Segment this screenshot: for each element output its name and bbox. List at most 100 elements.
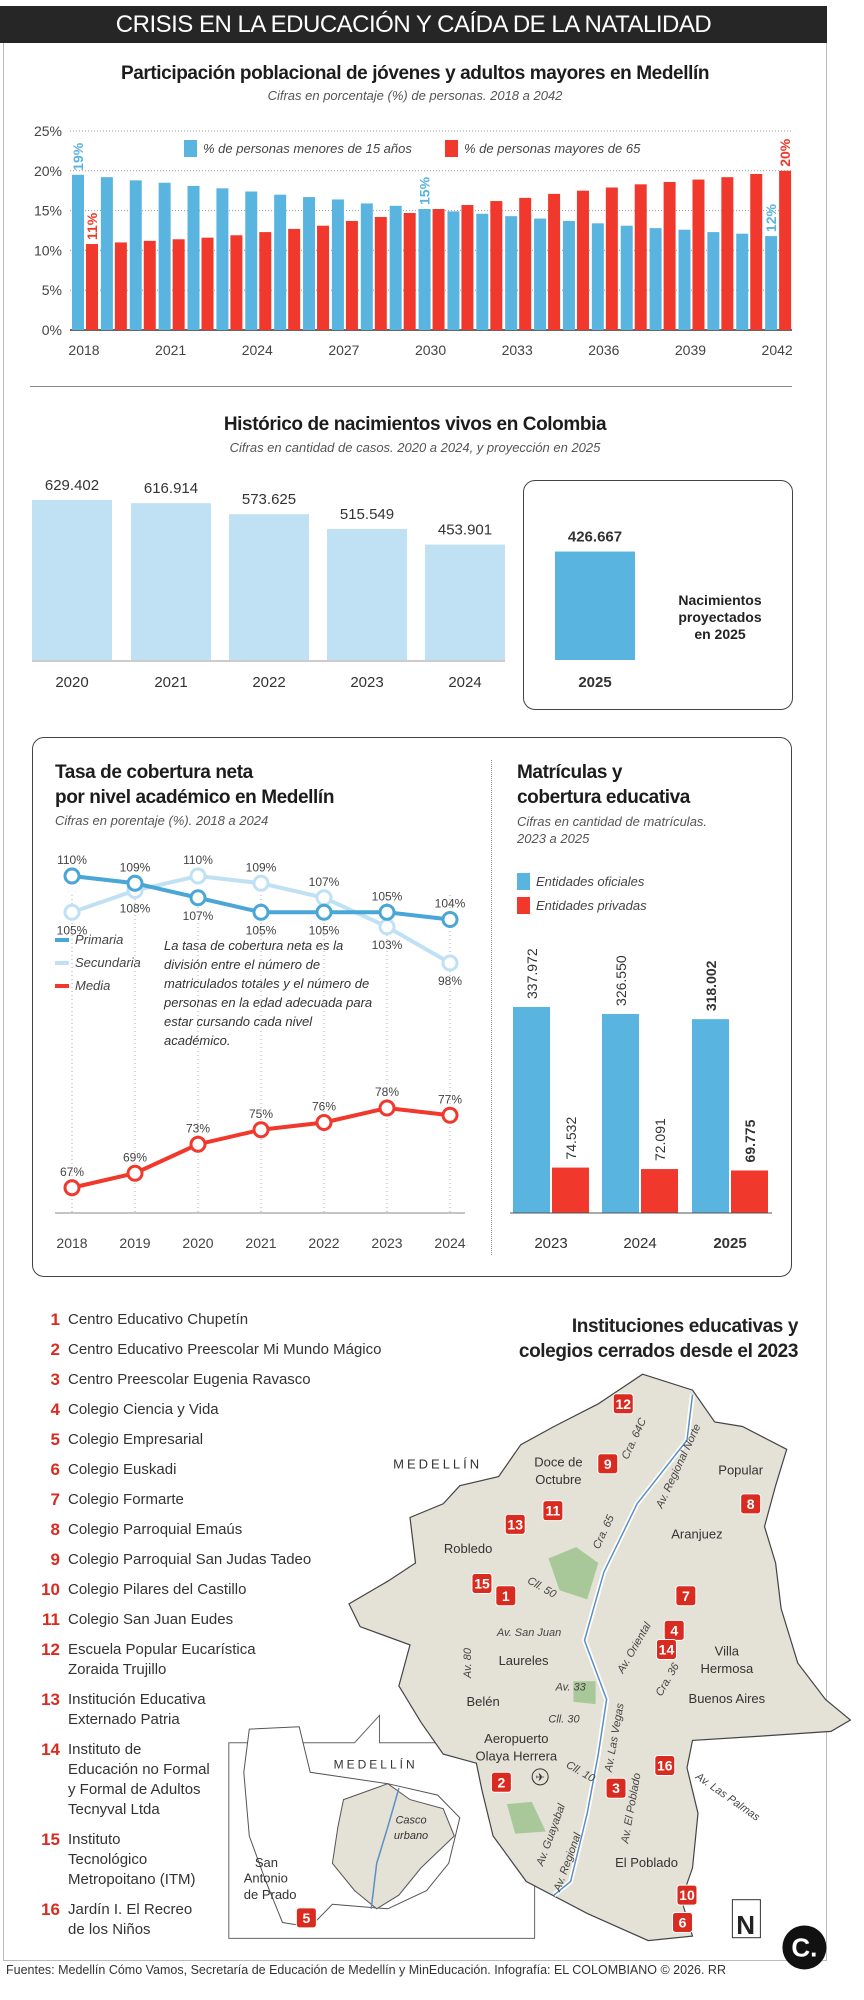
y-tick-label: 25% (34, 123, 62, 139)
list-item: 7 Colegio Formarte (36, 1490, 436, 1510)
x-tick-label: 2023 (534, 1235, 567, 1252)
legend-label: % de personas mayores de 65 (464, 141, 641, 156)
school-marker (471, 1572, 493, 1594)
point-marker (315, 903, 333, 921)
logo-icon (782, 1925, 827, 1970)
data-label: 15% (417, 176, 433, 205)
map-title: Instituciones educativas y colegios cerra… (519, 1314, 798, 1364)
item-name: Colegio San Juan Eudes (68, 1611, 234, 1628)
bar-over65 (692, 179, 705, 330)
x-tick-label: 2018 (56, 1235, 87, 1251)
school-marker (504, 1513, 526, 1535)
item-name: Instituto Tecnológico Metropoitano (ITM) (68, 1831, 196, 1888)
data-label: 67% (60, 1165, 84, 1179)
y-tick-label: 5% (42, 282, 62, 298)
school-marker-number: 8 (747, 1496, 755, 1512)
park (506, 1801, 546, 1834)
school-marker-number: 3 (612, 1780, 620, 1796)
bar-oficiales (602, 1013, 639, 1213)
inset-label: de Prado (244, 1887, 297, 1902)
school-marker-number: 7 (682, 1588, 690, 1604)
item-number: 14 (41, 1740, 60, 1759)
street-label: Av. San Juan (496, 1627, 561, 1639)
school-marker (490, 1771, 512, 1793)
bar-privadas (552, 1167, 589, 1213)
data-label: 110% (183, 853, 213, 867)
bar-over65 (317, 225, 330, 330)
legend-primaria: Primaria (55, 932, 123, 947)
item-number: 2 (50, 1340, 60, 1359)
title-line: cobertura educativa (517, 787, 690, 808)
item-number: 3 (50, 1370, 60, 1389)
bar-under15 (447, 211, 460, 330)
x-tick-label: 2021 (155, 342, 186, 358)
bar-under15 (187, 185, 200, 330)
place-label: Laureles (499, 1653, 549, 1668)
data-label: 109% (120, 860, 151, 874)
school-marker-number: 10 (679, 1887, 695, 1903)
place-label: Aranjuez (671, 1526, 722, 1541)
note-line: proyectados (678, 609, 762, 625)
x-tick-label: 2027 (328, 342, 359, 358)
chart2-subtitle: Cifras en cantidad de casos. 2020 a 2024… (229, 440, 601, 455)
school-marker-number: 12 (615, 1396, 631, 1412)
place-label: Belén (466, 1694, 499, 1709)
bar-value-label: 629.402 (45, 477, 99, 494)
bar-under15 (591, 223, 604, 330)
bar-births (327, 528, 407, 660)
bar-under15 (360, 203, 373, 330)
bar-under15 (736, 233, 749, 330)
school-marker-number: 13 (507, 1516, 523, 1532)
place-label: Villa (715, 1643, 740, 1658)
x-tick-label: 2023 (371, 1235, 402, 1251)
bar-births (32, 500, 112, 660)
chart2-plot: 629.402 2020 616.914 2021 573.625 2022 515.549… (32, 477, 635, 691)
place-label: Aeropuerto (484, 1731, 548, 1746)
point-marker (189, 1135, 207, 1153)
data-label: 109% (246, 860, 277, 874)
school-marker (654, 1754, 676, 1776)
subtitle-line: 2023 a 2025 (517, 831, 590, 846)
legend-secundaria: Secundaria (55, 955, 141, 970)
list-item: 2 Centro Educativo Preescolar Mi Mundo Má… (36, 1340, 436, 1360)
item-name: Colegio Formarte (68, 1491, 184, 1508)
place-label: Hermosa (700, 1661, 754, 1676)
legend-under15: % de personas menores de 15 años (184, 140, 412, 157)
bar-under15 (245, 191, 258, 330)
school-marker-number: 16 (657, 1757, 673, 1773)
item-number: 16 (41, 1900, 60, 1919)
bar-under15 (158, 182, 171, 330)
item-number: 1 (50, 1310, 60, 1329)
bar-value-label: 326.550 (613, 955, 629, 1006)
data-label: 110% (57, 853, 87, 867)
item-number: 10 (41, 1580, 60, 1599)
bar-value-label: 72.091 (652, 1118, 668, 1161)
city-outline (348, 1373, 852, 1942)
data-label: 73% (186, 1121, 210, 1135)
river (553, 1394, 694, 1896)
bar-under15 (649, 228, 662, 330)
chart1-title: Participación poblacional de jóvenes y a… (120, 63, 710, 84)
school-marker (612, 1393, 634, 1415)
legend-swatch (184, 140, 197, 157)
item-number: 7 (50, 1490, 60, 1509)
list-item: 15 Instituto Tecnológico Metropoitano (ITM) (36, 1830, 436, 1890)
bar-over65 (374, 216, 387, 330)
data-label: 77% (438, 1092, 462, 1106)
data-label: 108% (120, 902, 151, 916)
bar-births (131, 503, 211, 660)
item-number: 8 (50, 1520, 60, 1539)
data-label: 78% (375, 1085, 399, 1099)
item-number: 6 (50, 1460, 60, 1479)
bar-value-label: 515.549 (340, 506, 394, 523)
bar-over65 (114, 242, 127, 330)
data-label: 98% (438, 974, 462, 988)
legend-swatch (55, 983, 69, 988)
x-tick-label: 2024 (623, 1235, 656, 1252)
x-tick-label: 2042 (762, 342, 793, 358)
bar-over65 (750, 173, 763, 330)
list-item: 13 Institución Educativa Externado Patria (36, 1690, 436, 1730)
legend-label: Entidades oficiales (536, 874, 645, 889)
inset-label: urbano (394, 1830, 428, 1842)
list-item: 12 Escuela Popular Eucarística Zoraida Tru… (36, 1640, 436, 1680)
